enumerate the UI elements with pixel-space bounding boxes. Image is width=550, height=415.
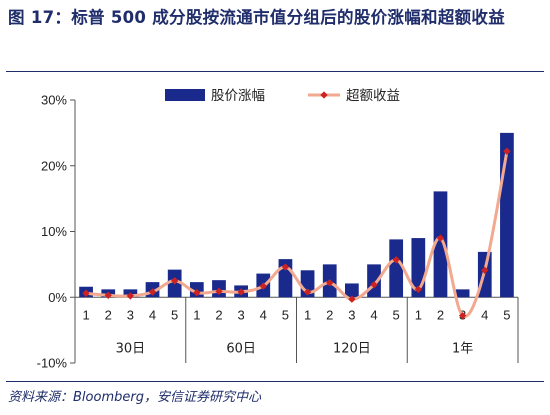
line-marker: [326, 279, 334, 287]
x-tick-label: 5: [503, 307, 510, 322]
line-series: [82, 147, 511, 320]
bar: [455, 289, 470, 298]
x-tick-label: 3: [348, 307, 355, 322]
bar-series: [79, 132, 514, 298]
chart-title: 图 17：标普 500 成分股按流通市值分组后的股价涨幅和超额收益: [8, 8, 506, 27]
legend-label-excess: 超额收益: [346, 88, 400, 104]
legend-bar-swatch: [165, 89, 205, 101]
y-tick-label: -10%: [37, 356, 68, 371]
bar: [345, 283, 359, 298]
x-tick-label: 1: [415, 307, 422, 322]
x-axis: 1234512345123451234530日60日120日1年: [74, 296, 519, 363]
line-marker: [370, 281, 378, 289]
x-tick-label: 5: [282, 307, 289, 322]
line-marker: [126, 292, 135, 300]
x-tick-label: 2: [105, 307, 112, 322]
line-marker: [215, 287, 223, 296]
x-tick-label: 1: [304, 307, 311, 322]
group-label: 30日: [116, 341, 146, 356]
y-tick-label: 30%: [41, 93, 67, 108]
x-tick-label: 4: [149, 307, 156, 322]
source-note: 资料来源：Bloomberg，安信证券研究中心: [8, 390, 261, 405]
bar: [389, 239, 404, 298]
y-tick-label: 20%: [41, 158, 67, 173]
x-tick-label: 1: [82, 307, 89, 322]
x-tick-label: 4: [260, 307, 267, 322]
legend-line-marker: [320, 91, 328, 99]
line-marker: [237, 288, 245, 296]
x-tick-label: 3: [127, 307, 134, 322]
line-marker: [348, 295, 356, 303]
x-tick-label: 1: [193, 307, 200, 322]
bar: [433, 191, 448, 298]
group-label: 60日: [226, 341, 256, 356]
x-tick-label: 3: [238, 307, 245, 322]
x-tick-label: 5: [171, 307, 178, 322]
x-tick-label: 4: [370, 307, 377, 322]
legend-label-price: 股价涨幅: [211, 88, 265, 104]
x-tick-label: 2: [326, 307, 333, 322]
line-marker: [458, 311, 467, 320]
x-tick-label: 4: [481, 307, 488, 322]
x-tick-label: 2: [215, 307, 222, 322]
legend: 股价涨幅 超额收益: [165, 88, 400, 104]
line-marker: [303, 288, 312, 296]
group-label: 120日: [333, 341, 371, 356]
x-tick-label: 2: [437, 307, 444, 322]
x-tick-label: 5: [393, 307, 400, 322]
title-divider: [6, 71, 544, 72]
source-divider: [6, 381, 544, 382]
line-marker: [414, 285, 423, 294]
y-tick-label: 0%: [48, 290, 67, 305]
line-marker: [170, 277, 179, 285]
group-label: 1年: [452, 341, 473, 356]
line-marker: [82, 289, 90, 297]
line-marker: [104, 291, 112, 299]
y-axis: -10% 0% 10% 20% 30%: [37, 93, 76, 371]
y-tick-label: 10%: [41, 224, 67, 239]
chart-area: -10%0%10%20%30% 1234512345123451234530日6…: [37, 88, 519, 371]
